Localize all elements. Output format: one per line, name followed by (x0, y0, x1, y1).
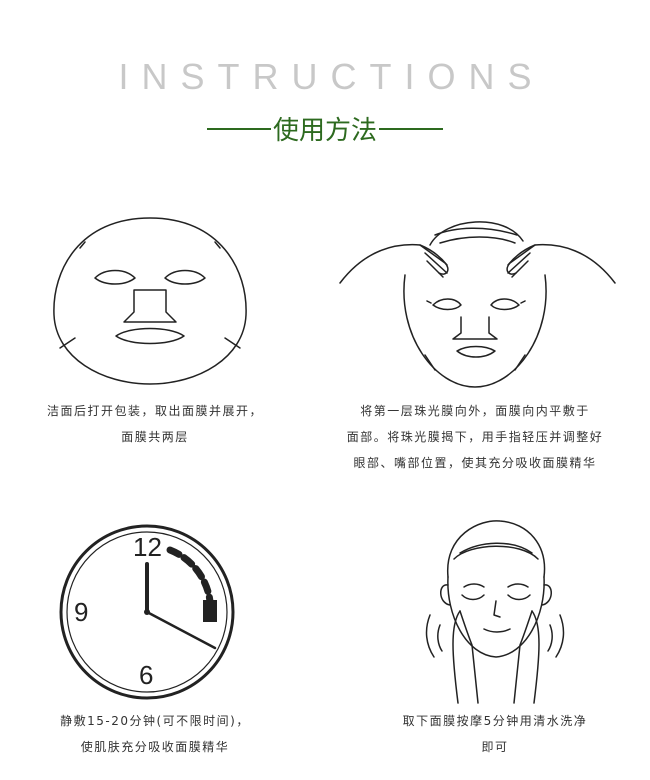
step-1-line-2: 面膜共两层 (121, 430, 189, 444)
step-2-caption: 将第一层珠光膜向外，面膜向内平敷于 面部。将珠光膜揭下，用手指轻压并调整好 眼部… (310, 398, 640, 476)
step-4-line-2: 即可 (481, 740, 509, 754)
clock-numeral-9: 9 (74, 597, 89, 627)
massage-face-icon (425, 520, 565, 704)
title-right-dash (379, 127, 443, 130)
title-chinese-text: 使用方法 (272, 116, 377, 146)
step-1-line-1: 洁面后打开包装，取出面膜并展开， (46, 404, 263, 418)
clock-numeral-12: 12 (133, 532, 162, 562)
step-2-line-3: 眼部、嘴部位置，使其充分吸收面膜精华 (353, 456, 597, 470)
step-1-caption: 洁面后打开包装，取出面膜并展开， 面膜共两层 (5, 398, 305, 450)
apply-mask-hands-icon (339, 221, 616, 388)
step-4-line-1: 取下面膜按摩5分钟用清水洗净 (402, 714, 588, 728)
face-mask-icon (53, 217, 247, 385)
title-english: INSTRUCTIONS (118, 56, 545, 97)
step-2-line-1: 将第一层珠光膜向外，面膜向内平敷于 (360, 404, 590, 418)
step-4-caption: 取下面膜按摩5分钟用清水洗净 即可 (345, 708, 645, 760)
step-3-line-2: 使肌肤充分吸收面膜精华 (80, 740, 230, 754)
step-2-line-2: 面部。将珠光膜揭下，用手指轻压并调整好 (346, 430, 604, 444)
clock-icon (59, 524, 235, 700)
clock-numeral-6: 6 (139, 660, 154, 690)
step-3-line-1: 静敷15-20分钟(可不限时间)， (60, 714, 250, 728)
title-left-dash (206, 127, 271, 130)
title-chinese: 使用方法 (0, 110, 650, 147)
step-3-caption: 静敷15-20分钟(可不限时间)， 使肌肤充分吸收面膜精华 (5, 708, 305, 760)
